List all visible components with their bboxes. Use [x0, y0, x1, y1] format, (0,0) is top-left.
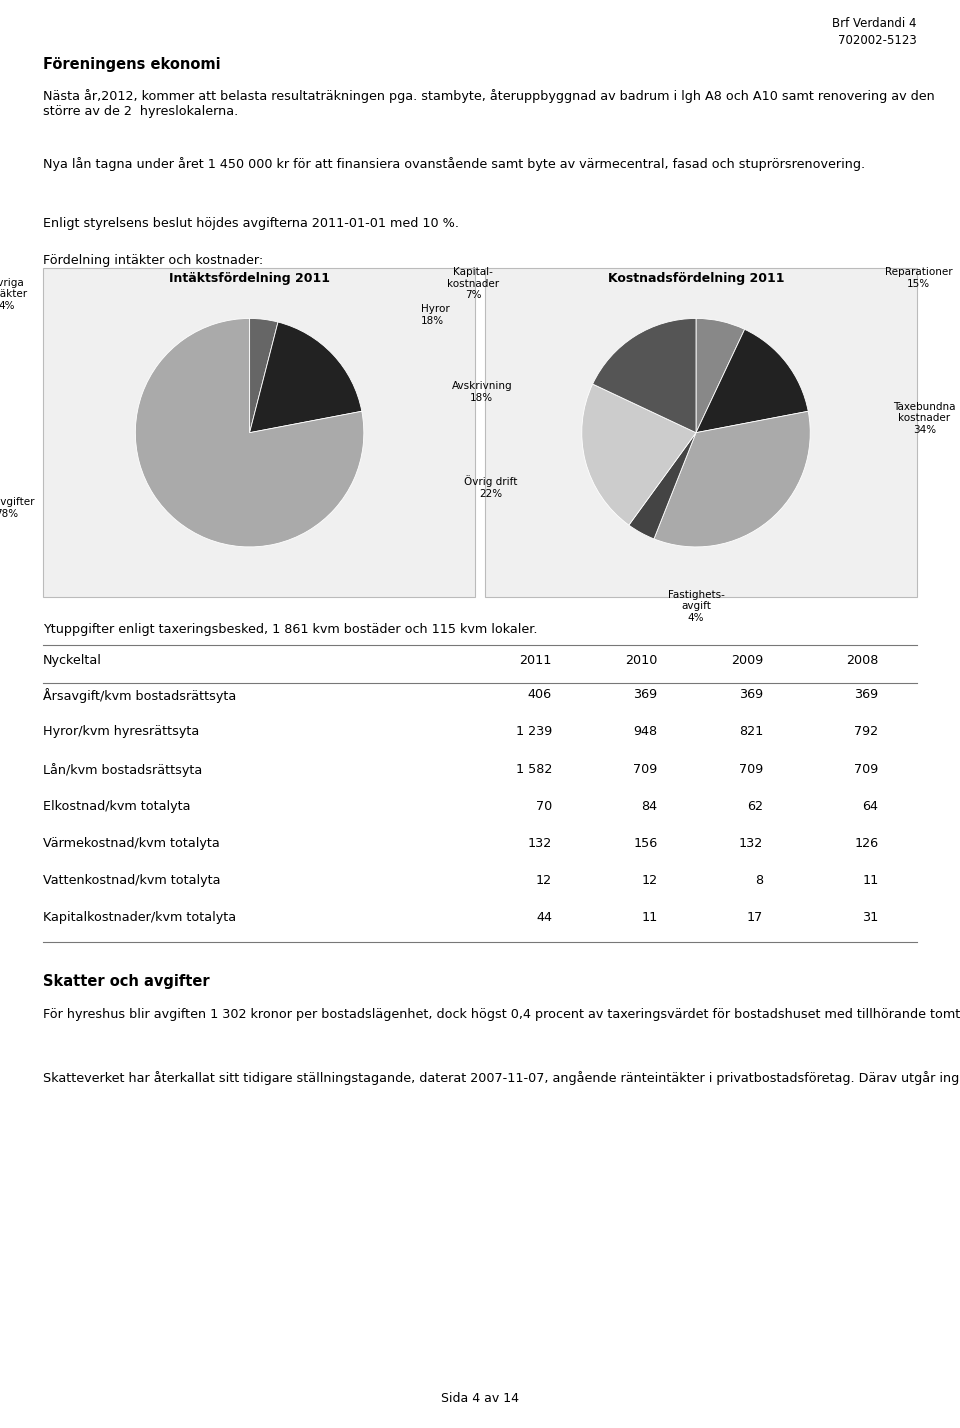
- Text: 126: 126: [854, 837, 878, 850]
- Text: 70: 70: [536, 800, 552, 813]
- Text: 62: 62: [747, 800, 763, 813]
- Text: 1 582: 1 582: [516, 763, 552, 775]
- Wedge shape: [592, 318, 696, 433]
- Text: 406: 406: [528, 688, 552, 701]
- Text: 12: 12: [536, 874, 552, 887]
- Text: Kapitalkostnader/kvm totalyta: Kapitalkostnader/kvm totalyta: [43, 911, 236, 924]
- Text: 11: 11: [862, 874, 878, 887]
- Text: Fördelning intäkter och kostnader:: Fördelning intäkter och kostnader:: [43, 254, 263, 267]
- Text: 709: 709: [739, 763, 763, 775]
- Text: Skatteverket har återkallat sitt tidigare ställningstagande, daterat 2007-11-07,: Skatteverket har återkallat sitt tidigar…: [43, 1071, 960, 1085]
- Text: 369: 369: [739, 688, 763, 701]
- Title: Intäktsfördelning 2011: Intäktsfördelning 2011: [169, 271, 330, 284]
- Text: 156: 156: [634, 837, 658, 850]
- Text: 64: 64: [862, 800, 878, 813]
- Text: Nyckeltal: Nyckeltal: [43, 654, 102, 667]
- Text: 12: 12: [641, 874, 658, 887]
- Wedge shape: [250, 323, 362, 433]
- Text: 1 239: 1 239: [516, 725, 552, 738]
- Text: Övrig drift
22%: Övrig drift 22%: [464, 476, 517, 498]
- Text: Taxebundna
kostnader
34%: Taxebundna kostnader 34%: [893, 401, 956, 436]
- Text: 948: 948: [634, 725, 658, 738]
- Text: 44: 44: [536, 911, 552, 924]
- Text: För hyreshus blir avgiften 1 302 kronor per bostadslägenhet, dock högst 0,4 proc: För hyreshus blir avgiften 1 302 kronor …: [43, 1008, 960, 1021]
- Text: Föreningens ekonomi: Föreningens ekonomi: [43, 57, 221, 73]
- Text: 792: 792: [854, 725, 878, 738]
- Text: Enligt styrelsens beslut höjdes avgifterna 2011-01-01 med 10 %.: Enligt styrelsens beslut höjdes avgifter…: [43, 217, 459, 230]
- Text: 2011: 2011: [519, 654, 552, 667]
- Text: Lån/kvm bostadsrättsyta: Lån/kvm bostadsrättsyta: [43, 763, 203, 777]
- Text: 369: 369: [634, 688, 658, 701]
- Text: Årsavgifter
78%: Årsavgifter 78%: [0, 496, 36, 518]
- Text: Brf Verdandi 4
702002-5123: Brf Verdandi 4 702002-5123: [832, 17, 917, 47]
- Text: Värmekostnad/kvm totalyta: Värmekostnad/kvm totalyta: [43, 837, 220, 850]
- Text: Hyror
18%: Hyror 18%: [420, 304, 449, 326]
- Wedge shape: [696, 318, 745, 433]
- Text: Vattenkostnad/kvm totalyta: Vattenkostnad/kvm totalyta: [43, 874, 221, 887]
- Text: Nästa år,2012, kommer att belasta resultaträkningen pga. stambyte, återuppbyggna: Nästa år,2012, kommer att belasta result…: [43, 89, 935, 117]
- Text: Skatter och avgifter: Skatter och avgifter: [43, 974, 210, 990]
- Text: 84: 84: [641, 800, 658, 813]
- Text: 17: 17: [747, 911, 763, 924]
- Wedge shape: [135, 318, 364, 547]
- Wedge shape: [582, 384, 696, 526]
- Text: 132: 132: [528, 837, 552, 850]
- Text: 2009: 2009: [731, 654, 763, 667]
- Wedge shape: [250, 318, 278, 433]
- Wedge shape: [629, 433, 696, 538]
- Text: 369: 369: [854, 688, 878, 701]
- Text: Ytuppgifter enligt taxeringsbesked, 1 861 kvm bostäder och 115 kvm lokaler.: Ytuppgifter enligt taxeringsbesked, 1 86…: [43, 623, 538, 635]
- Text: 31: 31: [862, 911, 878, 924]
- Text: 2010: 2010: [625, 654, 658, 667]
- Text: Avskrivning
18%: Avskrivning 18%: [451, 381, 512, 403]
- Text: 11: 11: [641, 911, 658, 924]
- Text: 821: 821: [739, 725, 763, 738]
- Text: 2008: 2008: [846, 654, 878, 667]
- Text: Årsavgift/kvm bostadsrättsyta: Årsavgift/kvm bostadsrättsyta: [43, 688, 236, 703]
- Text: Hyror/kvm hyresrättsyta: Hyror/kvm hyresrättsyta: [43, 725, 200, 738]
- Text: Sida 4 av 14: Sida 4 av 14: [441, 1392, 519, 1405]
- Text: Elkostnad/kvm totalyta: Elkostnad/kvm totalyta: [43, 800, 191, 813]
- Text: 8: 8: [756, 874, 763, 887]
- Text: 709: 709: [854, 763, 878, 775]
- Title: Kostnadsfördelning 2011: Kostnadsfördelning 2011: [608, 271, 784, 284]
- Text: Kapital-
kostnader
7%: Kapital- kostnader 7%: [447, 267, 499, 300]
- Text: Övriga
intäkter
4%: Övriga intäkter 4%: [0, 276, 28, 311]
- Text: 709: 709: [634, 763, 658, 775]
- Text: Fastighets-
avgift
4%: Fastighets- avgift 4%: [667, 590, 725, 623]
- Wedge shape: [696, 330, 808, 433]
- Text: 132: 132: [739, 837, 763, 850]
- Wedge shape: [654, 411, 810, 547]
- Text: Nya lån tagna under året 1 450 000 kr för att finansiera ovanstående samt byte a: Nya lån tagna under året 1 450 000 kr fö…: [43, 157, 865, 171]
- Text: Reparationer
15%: Reparationer 15%: [885, 267, 952, 288]
